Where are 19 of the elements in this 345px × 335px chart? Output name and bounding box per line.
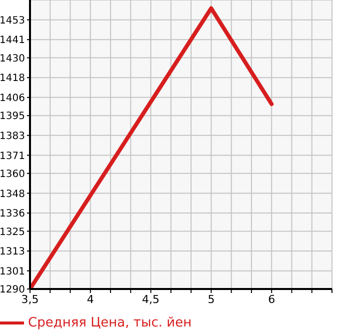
y-tick-label: 1418 xyxy=(0,73,25,84)
y-tick-label: 1348 xyxy=(0,188,25,200)
y-tick-label: 1313 xyxy=(0,246,25,258)
legend-label: Средняя Цена, тыс. йен xyxy=(28,316,192,331)
y-tick-label: 1441 xyxy=(0,35,25,46)
y-tick-label: 1371 xyxy=(0,150,25,162)
y-tick-label: 1336 xyxy=(0,208,25,220)
x-tick-label: 5 xyxy=(208,292,215,306)
y-tick-label: 1360 xyxy=(0,168,25,180)
y-tick-label: 1325 xyxy=(0,226,25,238)
x-tick-label: 4 xyxy=(86,292,94,306)
y-tick-label: 1430 xyxy=(0,53,25,64)
x-tick-label: 4,5 xyxy=(142,292,160,306)
y-tick-label: 1383 xyxy=(0,130,25,142)
y-tick-label: 1301 xyxy=(0,266,25,278)
y-tick-label: 1453 xyxy=(0,15,25,26)
y-tick-label: 1395 xyxy=(0,111,25,122)
x-tick-label: 6 xyxy=(268,292,276,306)
y-tick-label: 1406 xyxy=(0,92,25,104)
